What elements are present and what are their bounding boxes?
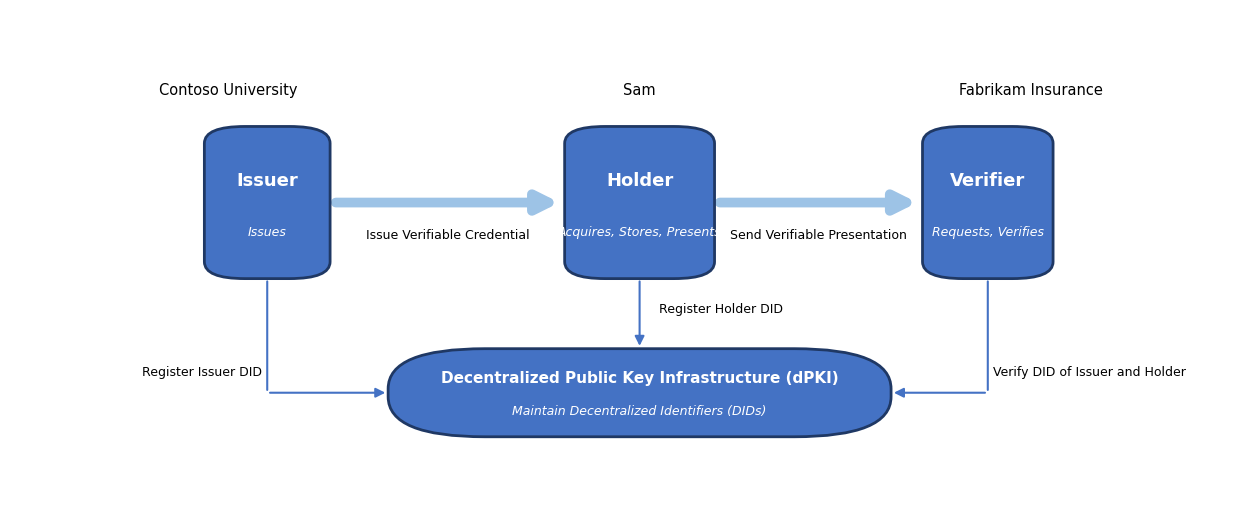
Text: Holder: Holder: [607, 172, 673, 189]
Text: Issue Verifiable Credential: Issue Verifiable Credential: [366, 229, 530, 242]
Text: Register Issuer DID: Register Issuer DID: [142, 366, 262, 379]
Text: Contoso University: Contoso University: [160, 83, 298, 98]
Text: Sam: Sam: [623, 83, 656, 98]
Text: Verifier: Verifier: [950, 172, 1026, 189]
Text: Issuer: Issuer: [236, 172, 298, 189]
FancyBboxPatch shape: [564, 126, 715, 279]
FancyBboxPatch shape: [388, 349, 891, 437]
Text: Register Holder DID: Register Holder DID: [659, 303, 782, 316]
Text: Fabrikam Insurance: Fabrikam Insurance: [960, 83, 1103, 98]
Text: Send Verifiable Presentation: Send Verifiable Presentation: [730, 229, 907, 242]
FancyBboxPatch shape: [205, 126, 329, 279]
Text: Decentralized Public Key Infrastructure (dPKI): Decentralized Public Key Infrastructure …: [441, 371, 839, 386]
Text: Maintain Decentralized Identifiers (DIDs): Maintain Decentralized Identifiers (DIDs…: [513, 406, 766, 419]
FancyBboxPatch shape: [922, 126, 1053, 279]
Text: Issues: Issues: [248, 226, 287, 239]
Text: Verify DID of Issuer and Holder: Verify DID of Issuer and Holder: [992, 366, 1186, 379]
Text: Requests, Verifies: Requests, Verifies: [932, 226, 1043, 239]
Text: Acquires, Stores, Presents: Acquires, Stores, Presents: [558, 226, 721, 239]
